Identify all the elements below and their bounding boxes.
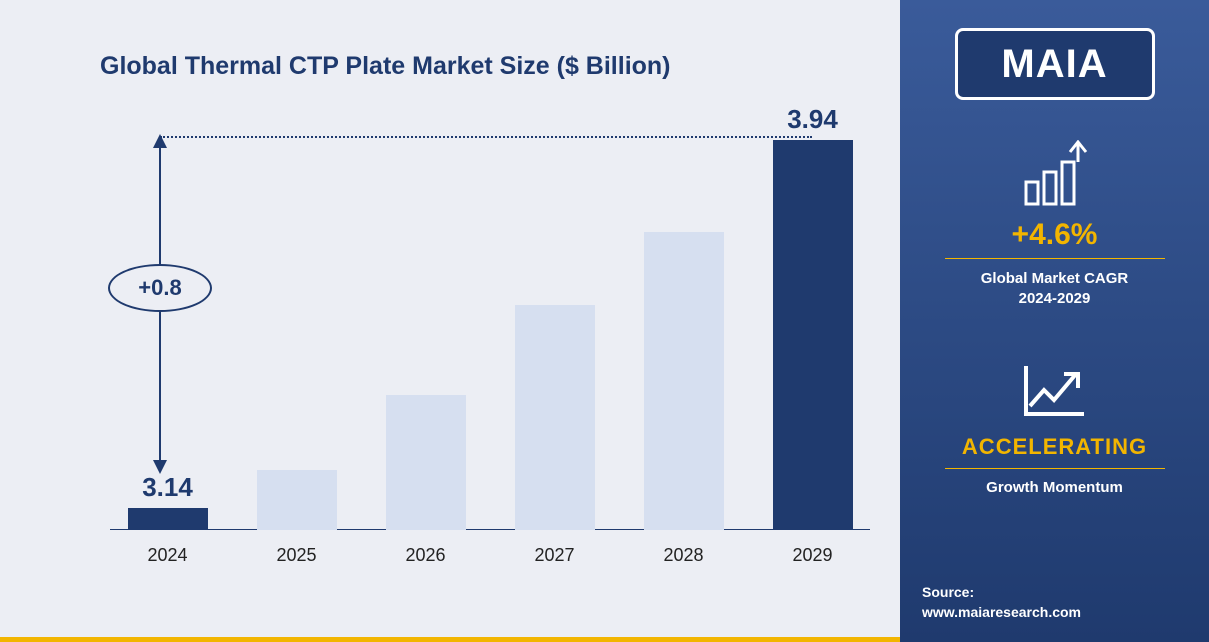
bar — [128, 508, 208, 530]
divider-line — [945, 258, 1165, 259]
x-axis-label: 2027 — [507, 545, 602, 566]
line-chart-up-icon — [1020, 360, 1090, 420]
bar-col — [249, 434, 344, 530]
bar-value-label: 3.14 — [142, 472, 193, 502]
accelerating-label: ACCELERATING — [962, 434, 1147, 460]
bar-col — [507, 269, 602, 530]
divider-line-2 — [945, 468, 1165, 469]
momentum-label: Growth Momentum — [986, 479, 1123, 496]
bar-col: 3.94 — [765, 104, 860, 530]
bar — [773, 140, 853, 530]
bar-col — [378, 359, 473, 530]
bar — [644, 232, 724, 530]
bar-col — [636, 196, 731, 530]
cagr-label: Global Market CAGR 2024-2029 — [981, 269, 1129, 310]
source-url: www.maiaresearch.com — [922, 604, 1081, 620]
logo-badge: MAIA — [955, 28, 1155, 100]
source-block: Source: www.maiaresearch.com — [922, 584, 1081, 620]
bars-row: 3.143.94 — [120, 130, 860, 530]
x-labels-row: 2024 2025 2026 2027 2028 2029 — [120, 545, 860, 566]
x-axis-label: 2028 — [636, 545, 731, 566]
x-axis-label: 2024 — [120, 545, 215, 566]
bar-value-label: 3.94 — [787, 104, 838, 134]
cagr-percent: +4.6% — [1012, 218, 1098, 252]
cagr-label-line1: Global Market CAGR — [981, 270, 1129, 287]
sidebar-panel: MAIA +4.6% Global Market CAGR 2024-2029 … — [900, 0, 1209, 642]
bar — [257, 470, 337, 530]
bar-col: 3.14 — [120, 472, 215, 530]
chart-title: Global Thermal CTP Plate Market Size ($ … — [100, 52, 671, 81]
source-label: Source: — [922, 584, 1081, 600]
main-chart-panel: Global Thermal CTP Plate Market Size ($ … — [0, 0, 900, 642]
chart-area: +0.8 3.143.94 202420252026202720282029 — [120, 130, 860, 560]
bar-growth-up-icon — [1020, 140, 1090, 210]
cagr-label-line2: 2024-2029 — [1019, 290, 1091, 307]
x-axis-label: 2025 — [249, 545, 344, 566]
bar — [515, 305, 595, 530]
x-axis-label: 2026 — [378, 545, 473, 566]
bar — [386, 395, 466, 530]
x-axis-label: 2029 — [765, 545, 860, 566]
